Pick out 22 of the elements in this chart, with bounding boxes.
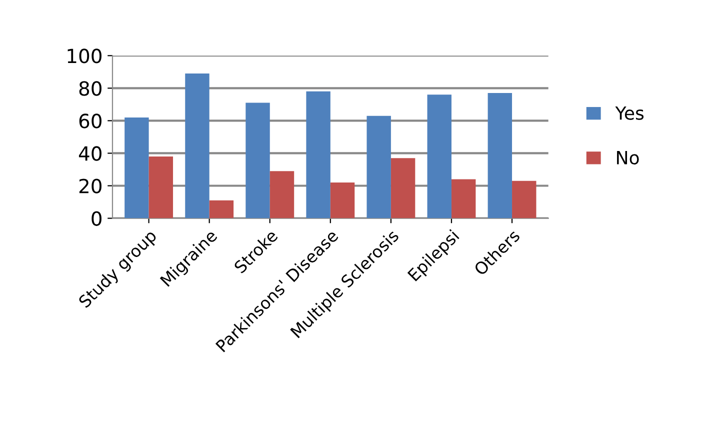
- bar: [451, 179, 476, 218]
- bar: [512, 180, 536, 218]
- bar: [330, 182, 355, 218]
- bar: [124, 117, 149, 218]
- legend-label: No: [617, 151, 639, 164]
- bar: [209, 200, 234, 218]
- y-tick-label: 100: [68, 48, 102, 64]
- bar: [270, 171, 294, 218]
- y-tick-label: 60: [79, 114, 102, 128]
- bar: [185, 74, 210, 218]
- legend-label: Yes: [615, 106, 644, 120]
- bar: [390, 158, 416, 218]
- bar: [427, 94, 452, 218]
- bar: [366, 116, 391, 218]
- bar: [306, 91, 330, 218]
- bar: [246, 102, 270, 218]
- bar: [148, 156, 174, 218]
- y-tick-label: 0: [92, 211, 102, 226]
- bar: [488, 93, 512, 218]
- y-tick-label: 80: [79, 81, 102, 96]
- y-tick-label: 20: [79, 178, 102, 194]
- y-tick-label: 40: [78, 146, 102, 161]
